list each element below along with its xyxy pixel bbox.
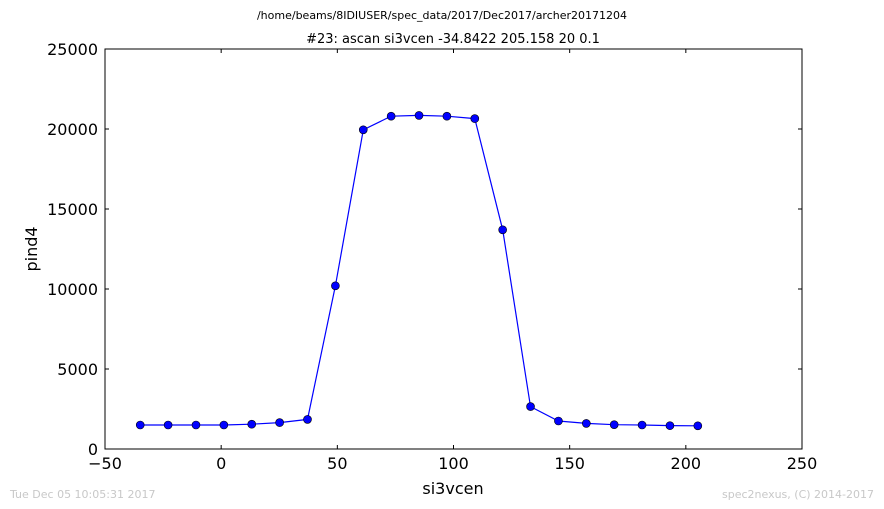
- y-tick-label: 20000: [47, 120, 98, 139]
- data-point: [609, 420, 619, 429]
- data-point: [247, 419, 257, 429]
- chart-title: #23: ascan si3vcen -34.8422 205.158 20 0…: [306, 32, 600, 47]
- data-point: [386, 111, 396, 121]
- x-tick-label: 0: [216, 454, 226, 473]
- data-point: [554, 416, 563, 426]
- data-point: [665, 421, 675, 430]
- data-point: [191, 420, 201, 430]
- x-tick-label: 100: [438, 454, 469, 473]
- x-tick-label: 50: [327, 454, 347, 473]
- data-point: [414, 111, 424, 120]
- data-point: [693, 421, 703, 431]
- axis-ticks: [104, 48, 803, 450]
- footer-credit: spec2nexus, (C) 2014-2017: [722, 488, 874, 501]
- plot-frame: [104, 48, 803, 450]
- data-point: [470, 114, 480, 123]
- x-tick-label: 150: [554, 454, 585, 473]
- data-point: [582, 419, 591, 428]
- data-point: [498, 225, 507, 235]
- y-tick-label: 15000: [47, 200, 98, 219]
- data-point: [275, 418, 284, 427]
- plot-area: −50 0 50 100 150 200 250 050001000015000200002…: [47, 40, 817, 473]
- data-point: [331, 281, 340, 291]
- series-pind4: [135, 111, 703, 431]
- data-point: [637, 420, 647, 430]
- data-point: [303, 415, 312, 424]
- x-tick-label: 200: [671, 454, 702, 473]
- x-axis-label: si3vcen: [422, 479, 483, 498]
- footer-timestamp: Tue Dec 05 10:05:31 2017: [9, 488, 155, 501]
- y-tick-label: 0: [88, 440, 98, 459]
- data-point: [135, 420, 145, 430]
- y-tick-label: 25000: [47, 40, 98, 59]
- chart-suptitle: /home/beams/8IDIUSER/spec_data/2017/Dec2…: [257, 9, 627, 22]
- x-tick-label: −50: [88, 454, 122, 473]
- x-tick-label: 250: [787, 454, 818, 473]
- y-tick-labels: 0 5000 10000 15000 20000 25000: [47, 40, 98, 459]
- y-axis-label: pind4: [22, 226, 41, 271]
- y-tick-label: 5000: [57, 360, 98, 379]
- data-point: [526, 402, 535, 411]
- data-point: [163, 420, 173, 430]
- data-point: [442, 111, 452, 121]
- data-point: [358, 125, 368, 135]
- data-point: [219, 420, 229, 430]
- y-tick-label: 10000: [47, 280, 98, 299]
- x-tick-labels: −50 0 50 100 150 200 250: [88, 454, 817, 473]
